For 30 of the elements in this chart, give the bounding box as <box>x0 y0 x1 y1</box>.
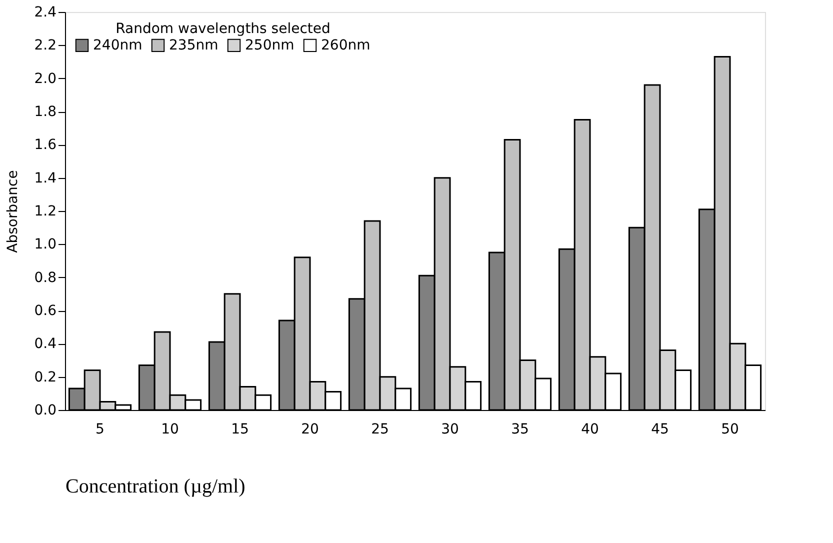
x-tick-label: 15 <box>231 422 249 438</box>
y-tick-label: 0.0 <box>34 402 56 418</box>
x-tick-label: 20 <box>301 422 319 438</box>
legend-title: Random wavelengths selected <box>116 21 330 37</box>
x-tick-label: 50 <box>721 422 739 438</box>
x-tick-label: 25 <box>371 422 389 438</box>
y-tick-label: 2.2 <box>34 38 56 54</box>
y-tick-label: 1.8 <box>34 104 56 120</box>
y-tick-label: 1.6 <box>34 137 57 154</box>
x-tick-label: 40 <box>581 422 599 438</box>
x-tick-label: 10 <box>161 422 179 438</box>
y-tick-label: 2.4 <box>34 4 57 20</box>
y-tick-label: 1.0 <box>34 236 56 253</box>
x-tick-label: 35 <box>511 422 529 438</box>
legend-label: 260nm <box>321 37 370 54</box>
x-tick-label: 5 <box>96 422 104 438</box>
legend-label: 235nm <box>169 37 218 54</box>
x-tick-label: 45 <box>651 422 669 438</box>
y-tick-label: 0.8 <box>34 270 56 286</box>
y-tick-label: 0.6 <box>34 303 57 319</box>
x-tick-label: 30 <box>441 422 459 438</box>
y-tick-label: 1.2 <box>34 204 56 220</box>
y-tick-label: 1.4 <box>34 170 57 186</box>
y-tick-label: 0.2 <box>34 369 56 386</box>
y-axis-title: Absorbance <box>5 170 22 253</box>
legend-label: 240nm <box>93 37 142 54</box>
y-tick-label: 0.4 <box>34 336 57 352</box>
x-axis-title: Concentration (µg/ml) <box>66 476 246 498</box>
legend-label: 250nm <box>245 37 294 54</box>
y-tick-label: 2.0 <box>34 70 56 87</box>
